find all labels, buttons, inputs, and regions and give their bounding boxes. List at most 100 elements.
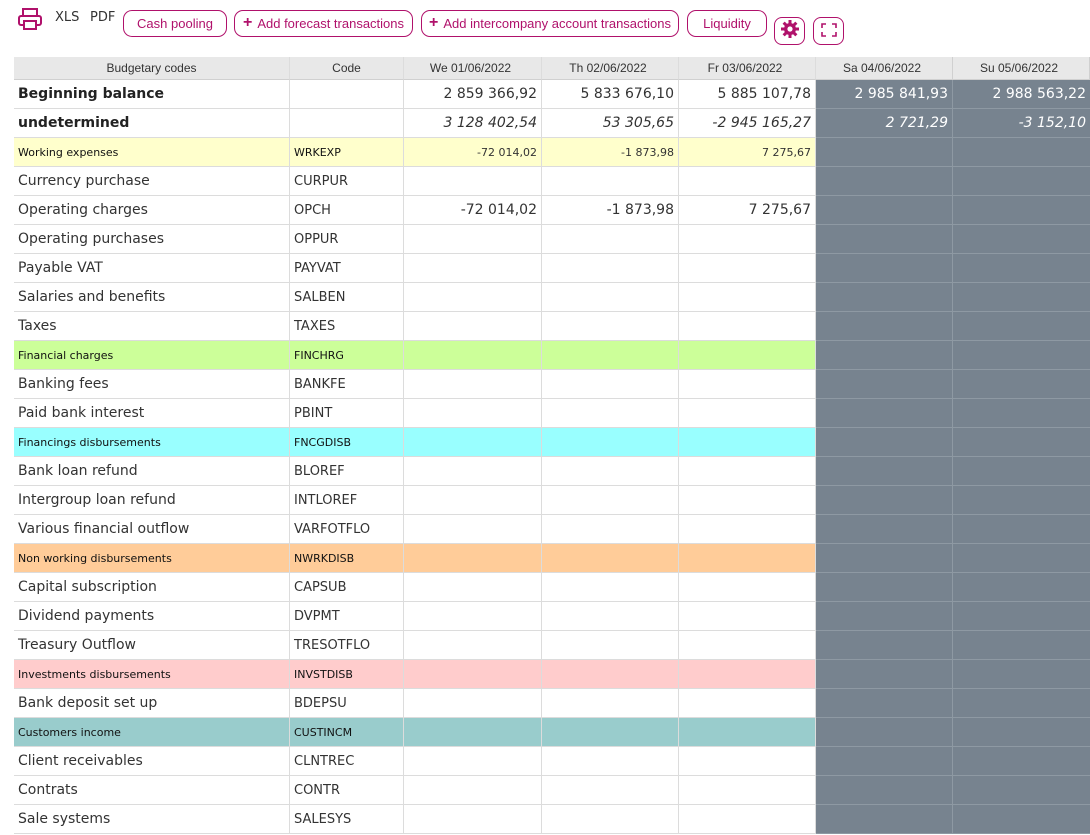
cell-day-3[interactable]	[679, 631, 816, 660]
cell-day-4[interactable]	[816, 747, 953, 776]
cell-day-1[interactable]: -72 014,02	[404, 138, 542, 167]
cell-day-4[interactable]	[816, 457, 953, 486]
cell-day-5[interactable]: 2 988 563,22	[953, 80, 1090, 109]
pdf-export-link[interactable]: PDF	[90, 10, 116, 25]
cell-day-4[interactable]	[816, 486, 953, 515]
table-row[interactable]: Operating purchases OPPUR	[14, 225, 1090, 254]
cell-day-1[interactable]	[404, 370, 542, 399]
cell-day-5[interactable]	[953, 689, 1090, 718]
table-row[interactable]: Bank deposit set up BDEPSU	[14, 689, 1090, 718]
cell-day-1[interactable]	[404, 167, 542, 196]
cell-day-2[interactable]	[542, 167, 679, 196]
cell-day-5[interactable]	[953, 747, 1090, 776]
cell-day-3[interactable]	[679, 428, 816, 457]
cell-day-5[interactable]	[953, 370, 1090, 399]
cell-day-2[interactable]	[542, 254, 679, 283]
cell-day-1[interactable]	[404, 283, 542, 312]
cell-day-3[interactable]	[679, 225, 816, 254]
cell-day-1[interactable]	[404, 805, 542, 834]
cell-day-4[interactable]	[816, 341, 953, 370]
cell-day-3[interactable]	[679, 254, 816, 283]
cell-day-4[interactable]	[816, 573, 953, 602]
cell-day-2[interactable]: -1 873,98	[542, 138, 679, 167]
cell-day-1[interactable]	[404, 225, 542, 254]
table-row[interactable]: Capital subscription CAPSUB	[14, 573, 1090, 602]
cell-day-1[interactable]	[404, 399, 542, 428]
cell-day-2[interactable]	[542, 573, 679, 602]
cell-day-1[interactable]	[404, 776, 542, 805]
cell-day-1[interactable]	[404, 718, 542, 747]
cell-day-3[interactable]: -2 945 165,27	[679, 109, 816, 138]
table-row[interactable]: Paid bank interest PBINT	[14, 399, 1090, 428]
cell-day-5[interactable]	[953, 602, 1090, 631]
cell-day-1[interactable]: 2 859 366,92	[404, 80, 542, 109]
cell-day-1[interactable]	[404, 747, 542, 776]
table-row[interactable]: undetermined 3 128 402,54 53 305,65 -2 945 …	[14, 109, 1090, 138]
cell-day-1[interactable]	[404, 544, 542, 573]
cell-day-4[interactable]	[816, 399, 953, 428]
cell-day-5[interactable]	[953, 457, 1090, 486]
add-intercompany-transactions-button[interactable]: + Add intercompany account transactions	[421, 10, 679, 37]
cell-day-2[interactable]	[542, 283, 679, 312]
cell-day-3[interactable]: 7 275,67	[679, 138, 816, 167]
cell-day-3[interactable]	[679, 167, 816, 196]
cell-day-3[interactable]	[679, 718, 816, 747]
cell-day-1[interactable]	[404, 660, 542, 689]
cell-day-2[interactable]: 53 305,65	[542, 109, 679, 138]
cell-day-5[interactable]	[953, 660, 1090, 689]
cell-day-5[interactable]	[953, 167, 1090, 196]
cell-day-3[interactable]	[679, 283, 816, 312]
cell-day-5[interactable]	[953, 312, 1090, 341]
cell-day-5[interactable]	[953, 399, 1090, 428]
cell-day-4[interactable]	[816, 225, 953, 254]
cell-day-3[interactable]	[679, 776, 816, 805]
cell-day-2[interactable]: -1 873,98	[542, 196, 679, 225]
cell-day-5[interactable]	[953, 631, 1090, 660]
category-row[interactable]: Customers income CUSTINCM	[14, 718, 1090, 747]
cell-day-2[interactable]	[542, 776, 679, 805]
liquidity-button[interactable]: Liquidity	[687, 10, 767, 37]
table-row[interactable]: Intergroup loan refund INTLOREF	[14, 486, 1090, 515]
xls-export-link[interactable]: XLS	[55, 10, 80, 25]
fullscreen-button[interactable]	[813, 17, 844, 45]
cell-day-3[interactable]	[679, 805, 816, 834]
cell-day-4[interactable]: 2 985 841,93	[816, 80, 953, 109]
printer-icon[interactable]	[17, 7, 43, 31]
cell-day-2[interactable]	[542, 370, 679, 399]
cell-day-5[interactable]	[953, 486, 1090, 515]
cell-day-4[interactable]	[816, 428, 953, 457]
table-row[interactable]: Currency purchase CURPUR	[14, 167, 1090, 196]
cell-day-4[interactable]	[816, 689, 953, 718]
cell-day-1[interactable]	[404, 515, 542, 544]
cell-day-2[interactable]	[542, 805, 679, 834]
table-row[interactable]: Various financial outflow VARFOTFLO	[14, 515, 1090, 544]
table-row[interactable]: Operating charges OPCH -72 014,02 -1 873,98…	[14, 196, 1090, 225]
cell-day-1[interactable]	[404, 312, 542, 341]
table-row[interactable]: Sale systems SALESYS	[14, 805, 1090, 834]
cell-day-5[interactable]	[953, 428, 1090, 457]
cell-day-2[interactable]	[542, 399, 679, 428]
category-row[interactable]: Non working disbursements NWRKDISB	[14, 544, 1090, 573]
cell-day-4[interactable]	[816, 254, 953, 283]
cell-day-1[interactable]	[404, 254, 542, 283]
table-row[interactable]: Treasury Outflow TRESOTFLO	[14, 631, 1090, 660]
category-row[interactable]: Financings disbursements FNCGDISB	[14, 428, 1090, 457]
table-row[interactable]: Beginning balance 2 859 366,92 5 833 676,1…	[14, 80, 1090, 109]
cash-pooling-button[interactable]: Cash pooling	[123, 10, 227, 37]
cell-day-3[interactable]	[679, 457, 816, 486]
cell-day-4[interactable]	[816, 544, 953, 573]
cell-day-4[interactable]	[816, 631, 953, 660]
cell-day-5[interactable]	[953, 341, 1090, 370]
cell-day-4[interactable]	[816, 312, 953, 341]
cell-day-5[interactable]	[953, 254, 1090, 283]
cell-day-1[interactable]	[404, 486, 542, 515]
cell-day-1[interactable]	[404, 573, 542, 602]
cell-day-3[interactable]: 7 275,67	[679, 196, 816, 225]
cell-day-3[interactable]	[679, 573, 816, 602]
cell-day-2[interactable]	[542, 486, 679, 515]
cell-day-5[interactable]	[953, 515, 1090, 544]
cell-day-4[interactable]: 2 721,29	[816, 109, 953, 138]
cell-day-5[interactable]	[953, 138, 1090, 167]
table-row[interactable]: Payable VAT PAYVAT	[14, 254, 1090, 283]
cell-day-4[interactable]	[816, 718, 953, 747]
